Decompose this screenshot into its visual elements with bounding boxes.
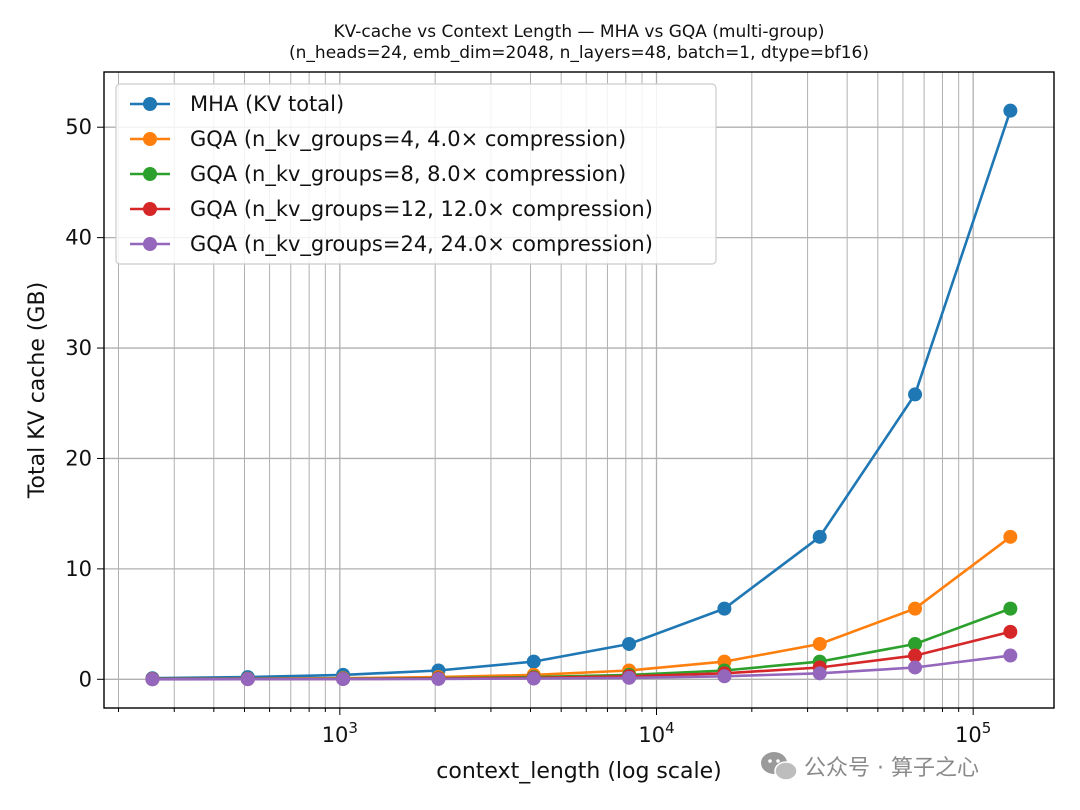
series-point-4 (336, 672, 351, 687)
series-point-4 (240, 672, 255, 687)
series-point-4 (145, 672, 160, 687)
series-point-0 (717, 601, 732, 616)
legend: MHA (KV total) GQA (n_kv_groups=4, 4.0× c… (115, 83, 717, 265)
series-point-4 (908, 660, 923, 675)
y-axis-label: Total KV cache (GB) (25, 282, 50, 499)
series-point-0 (908, 387, 923, 402)
y-tick-label: 20 (65, 446, 92, 470)
series-line-4 (152, 654, 1011, 681)
series-point-0 (812, 529, 827, 544)
y-tick-label: 10 (65, 557, 92, 581)
x-tick-label: 104 (638, 719, 674, 747)
series-point-1 (812, 636, 827, 651)
legend-label: MHA (KV total) (190, 92, 344, 116)
series-point-0 (622, 636, 637, 651)
legend-swatch-marker (143, 237, 157, 251)
legend-box (115, 83, 717, 265)
series-point-2 (908, 636, 923, 651)
legend-label: GQA (n_kv_groups=24, 24.0× compression) (190, 232, 653, 257)
legend-swatch-marker (143, 97, 157, 111)
series-point-4 (812, 666, 827, 681)
legend-swatch-marker (143, 132, 157, 146)
series-point-4 (1003, 648, 1018, 663)
series-point-2 (1003, 601, 1018, 616)
series-point-1 (908, 601, 923, 616)
series-point-0 (526, 654, 541, 669)
series-line-0 (152, 110, 1012, 680)
series-point-4 (717, 669, 732, 684)
x-axis-label: context_length (log scale) (436, 759, 721, 784)
series-point-4 (431, 671, 446, 686)
x-tick-label: 105 (955, 719, 991, 747)
legend-label: GQA (n_kv_groups=4, 4.0× compression) (190, 127, 626, 152)
series-point-4 (526, 671, 541, 686)
legend-swatch-marker (143, 167, 157, 181)
series-point-4 (622, 670, 637, 685)
series-point-0 (1003, 103, 1018, 118)
series-point-3 (908, 648, 923, 663)
watermark: 公众号 · 算子之心 (761, 752, 979, 781)
y-tick-label: 0 (79, 667, 92, 691)
y-tick-label: 40 (65, 226, 92, 250)
chart-title: KV-cache vs Context Length — MHA vs GQA … (333, 22, 824, 42)
y-tick-label: 30 (65, 336, 92, 360)
chart-subtitle: (n_heads=24, emb_dim=2048, n_layers=48, … (289, 43, 869, 63)
wechat-icon (761, 752, 798, 781)
watermark-text: 公众号 · 算子之心 (804, 756, 979, 781)
series-line-1 (152, 535, 1012, 681)
series-point-3 (1003, 624, 1018, 639)
series-point-1 (1003, 529, 1018, 544)
axis-ticks: 0 10 20 30 40 50 103 104 105 (65, 115, 991, 747)
legend-label: GQA (n_kv_groups=8, 8.0× compression) (190, 162, 626, 187)
series-layer (145, 103, 1018, 687)
y-tick-label: 50 (65, 115, 92, 139)
legend-swatch-marker (143, 202, 157, 216)
x-tick-label: 103 (322, 719, 358, 747)
plot-frame (103, 71, 1055, 709)
legend-label: GQA (n_kv_groups=12, 12.0× compression) (190, 197, 653, 222)
